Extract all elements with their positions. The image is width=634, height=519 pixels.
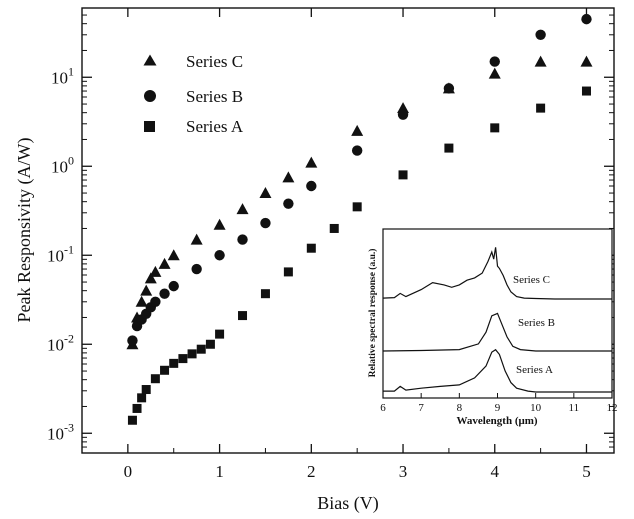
x-axis-label: Bias (V) (317, 493, 379, 514)
inset-curves (382, 247, 612, 393)
data-point-series-b (214, 250, 225, 261)
y-tick-label: 10-3 (47, 420, 74, 443)
data-point-series-a (306, 243, 316, 253)
legend: Series C Series B Series A (143, 52, 244, 136)
data-point-series-b (283, 198, 294, 209)
data-point-series-c (305, 156, 318, 168)
data-point-series-c (135, 295, 148, 307)
data-point-series-c (397, 102, 410, 114)
y-tick-label: 10-2 (47, 331, 74, 354)
y-axis-label: Peak Responsivity (A/W) (14, 138, 35, 323)
x-tick-label: 5 (582, 462, 591, 481)
data-point-series-b (237, 234, 248, 245)
x-tick-label: 4 (491, 462, 500, 481)
data-point-series-c (488, 67, 501, 79)
inset-label-series-b: Series B (518, 317, 555, 329)
data-point-series-c (351, 124, 364, 136)
inset-x-tick-label: 12 (607, 402, 618, 414)
x-tick-label: 1 (215, 462, 224, 481)
data-point-series-b (306, 180, 317, 192)
data-point-series-a (581, 86, 591, 96)
data-point-series-c (190, 233, 203, 245)
data-point-series-a (283, 267, 293, 277)
data-point-series-a (150, 374, 160, 384)
inset-x-tick-label: 11 (569, 402, 580, 414)
data-point-series-c (580, 55, 593, 67)
data-point-series-b (159, 288, 170, 299)
inset-x-tick-label: 7 (418, 402, 424, 414)
data-point-series-c (144, 272, 157, 284)
data-point-series-c (149, 265, 162, 277)
data-point-series-b (443, 83, 455, 94)
data-point-series-a (444, 143, 454, 153)
data-point-series-b (150, 296, 161, 307)
data-point-series-b (351, 145, 363, 156)
plot-frame (81, 7, 615, 454)
data-point-series-a (132, 403, 142, 413)
inset-x-axis-label: Wavelength (μm) (456, 415, 537, 427)
main-ticks: 0 1 2 3 4 5 10-3 10-2 10-1 100 101 (47, 7, 614, 481)
data-point-series-b (535, 29, 546, 40)
data-point-series-b (191, 263, 202, 275)
data-point-series-a (141, 385, 151, 395)
data-point-series-b (489, 56, 500, 67)
data-point-series-b (168, 280, 179, 292)
data-point-series-a (178, 354, 188, 364)
inset-x-tick-label: 6 (380, 402, 386, 414)
legend-label-series-b: Series B (186, 87, 243, 106)
x-tick-label: 3 (399, 462, 408, 481)
inset-curve-series-b (382, 312, 612, 352)
inset-curve-series-a (383, 348, 612, 393)
data-point-series-a (187, 349, 197, 359)
data-point-series-a (238, 311, 248, 321)
data-point-series-a (196, 344, 206, 354)
data-point-series-a (329, 223, 339, 233)
legend-label-series-c: Series C (186, 52, 243, 71)
data-point-series-b (127, 335, 138, 346)
data-point-series-a (398, 170, 408, 180)
data-point-series-c (167, 249, 180, 261)
data-point-series-a (127, 415, 137, 425)
data-point-series-b (260, 217, 271, 229)
main-data-points (126, 13, 593, 425)
legend-label-series-a: Series A (186, 117, 244, 136)
data-point-series-a (490, 123, 500, 133)
inset-x-tick-label: 10 (530, 402, 542, 414)
inset-x-tick-label: 9 (495, 402, 501, 414)
data-point-series-b (397, 109, 409, 120)
x-tick-label: 2 (307, 462, 316, 481)
data-point-series-c (282, 171, 295, 183)
data-point-series-a (352, 202, 362, 212)
data-point-series-c (158, 257, 171, 269)
legend-marker-series-a (144, 121, 155, 132)
x-tick-label: 0 (124, 462, 133, 481)
data-point-series-a (137, 393, 147, 403)
y-tick-label: 101 (51, 64, 74, 87)
data-point-series-a (160, 365, 170, 375)
data-point-series-a (536, 103, 546, 113)
inset-label-series-a: Series A (516, 364, 553, 376)
data-point-series-c (213, 218, 226, 230)
data-point-series-c (140, 284, 153, 296)
data-point-series-c (236, 203, 249, 215)
inset-ticks: 6 7 8 9 10 11 12 (380, 393, 618, 414)
y-tick-label: 100 (51, 153, 74, 176)
inset-x-tick-label: 8 (457, 402, 463, 414)
data-point-series-c (259, 187, 272, 199)
data-point-series-c (534, 55, 547, 67)
inset-curve-series-c (382, 247, 612, 300)
data-point-series-b (581, 13, 592, 25)
data-point-series-a (169, 358, 179, 368)
data-point-series-a (260, 289, 270, 299)
inset-label-series-c: Series C (513, 274, 550, 286)
inset-spectral-response: 6 7 8 9 10 11 12 Series C Series B Series A Wa… (367, 228, 618, 427)
inset-y-axis-label: Relative spectral response (a.u.) (367, 249, 378, 378)
data-point-series-a (205, 339, 215, 349)
legend-marker-series-c (143, 54, 157, 66)
legend-marker-series-b (144, 90, 156, 102)
data-point-series-a (215, 329, 225, 339)
y-tick-label: 10-1 (47, 242, 74, 265)
